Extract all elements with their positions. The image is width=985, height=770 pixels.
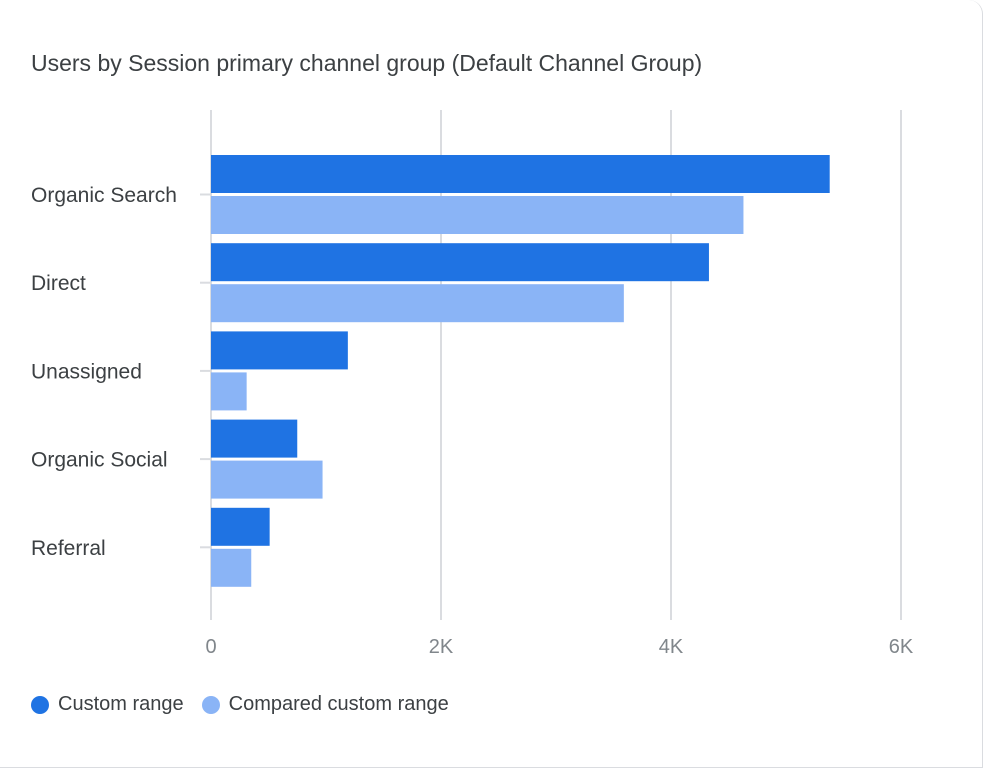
x-tick-label: 0 <box>205 636 216 658</box>
bar-organic-social-compared-custom-range[interactable] <box>211 460 323 499</box>
bar-direct-custom-range[interactable] <box>211 243 709 282</box>
bar-chart: 0 2K 4K 6K Organic SearchDirectUnassignedOr… <box>31 110 914 658</box>
chart-title: Users by Session primary channel group (… <box>31 50 703 76</box>
bars <box>211 155 830 587</box>
legend-dot-custom-range <box>31 695 49 714</box>
legend-item-custom-range[interactable]: Custom range <box>31 693 184 716</box>
category-label: Referral <box>31 537 106 560</box>
legend-label-compared-custom-range: Compared custom range <box>228 693 449 715</box>
x-tick-label: 6K <box>889 636 914 658</box>
bar-organic-search-custom-range[interactable] <box>211 155 830 193</box>
legend-label-custom-range: Custom range <box>58 693 184 715</box>
y-axis-categories: Organic Search Direct Unassigned Organic So… <box>31 184 177 560</box>
x-tick-label: 4K <box>659 636 684 658</box>
bar-organic-social-custom-range[interactable] <box>211 419 298 458</box>
bar-unassigned-compared-custom-range[interactable] <box>211 372 247 411</box>
x-axis-ticks: 0 2K 4K 6K <box>205 636 913 658</box>
category-label: Organic Search <box>31 184 177 207</box>
category-label: Organic Social <box>31 449 168 472</box>
bar-direct-compared-custom-range[interactable] <box>211 284 624 323</box>
bar-referral-custom-range[interactable] <box>211 507 270 546</box>
x-tick-label: 2K <box>429 636 454 658</box>
legend: Custom range Compared custom range <box>31 693 467 716</box>
bar-organic-search-compared-custom-range[interactable] <box>211 196 744 234</box>
category-label: Unassigned <box>31 360 142 383</box>
legend-item-compared-custom-range[interactable]: Compared custom range <box>201 693 449 716</box>
category-label: Direct <box>31 272 86 295</box>
bar-unassigned-custom-range[interactable] <box>211 331 348 370</box>
bar-referral-compared-custom-range[interactable] <box>211 548 252 587</box>
legend-dot-compared-custom-range <box>201 695 220 714</box>
